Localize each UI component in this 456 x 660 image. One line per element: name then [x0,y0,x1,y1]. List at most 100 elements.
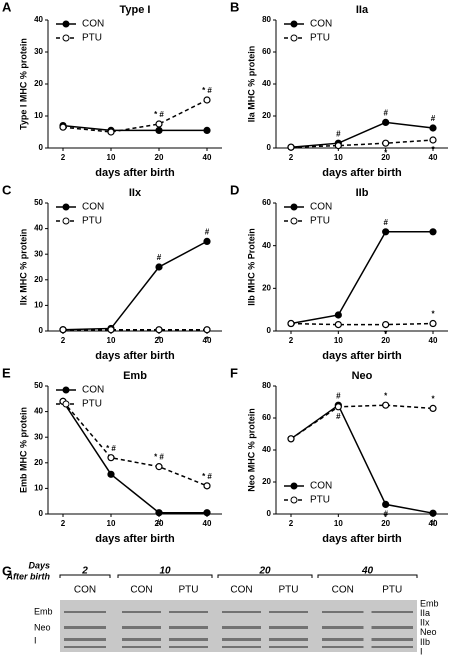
legend-label: CON [82,385,104,396]
gel-right-label: IIb [420,637,430,647]
chart-title: Emb [123,370,147,382]
x-tick-label: 20 [381,336,390,345]
y-axis-label: IIb MHC % Protein [246,228,256,306]
annotation: * # [154,110,164,119]
series-line [62,400,208,487]
data-point [429,319,437,328]
legend-label: CON [82,19,104,30]
gel-band [371,611,413,613]
annotation: # [157,253,162,262]
x-tick-label: 10 [334,336,343,345]
gel-band [222,611,261,613]
data-point [382,321,390,329]
gel-right-label: I [420,646,423,656]
x-tick-label: 20 [155,336,164,345]
y-tick-label: 20 [34,79,43,88]
data-point [107,326,115,334]
gel-lane-label: CON [332,585,354,596]
annotation: # [383,109,388,118]
gel-day: 40 [361,566,374,577]
y-tick-label: 60 [262,198,271,207]
y-axis-label: Neo MHC % protein [246,408,256,492]
y-axis-label: Type I MHC % protein [18,38,28,130]
annotation: # [205,228,210,237]
annotation: * [205,335,209,344]
x-tick-label: 40 [203,153,212,162]
data-point [107,470,115,478]
legend-marker [290,482,298,490]
y-tick-label: 30 [34,432,43,441]
panel-letter: C [2,182,12,197]
gel-band [64,611,106,613]
data-point [429,509,437,517]
annotation: * # [202,86,212,95]
annotation: # [157,518,162,527]
x-axis-label: days after birth [322,167,402,179]
y-tick-label: 20 [262,283,271,292]
y-tick-label: 30 [34,47,43,56]
x-axis-label: days after birth [95,167,175,179]
gel-day: 20 [258,566,271,577]
gel-header: After birth [6,571,51,581]
data-point [334,321,342,329]
y-tick-label: 60 [262,413,271,422]
x-tick-label: 10 [107,153,116,162]
gel-band [322,638,364,641]
y-axis-label: Emb MHC % protein [18,407,28,493]
legend-marker [290,217,298,225]
y-tick-label: 10 [34,111,43,120]
y-tick-label: 0 [39,143,44,152]
gel-band [269,646,308,648]
annotation: # [336,412,341,421]
data-point [155,120,163,128]
y-tick-label: 0 [39,326,44,335]
data-point [107,128,115,136]
x-tick-label: 20 [381,153,390,162]
gel-band [322,646,364,648]
gel-band [322,611,364,613]
y-tick-label: 20 [262,477,271,486]
gel-right-label: IIx [420,618,430,628]
x-tick-label: 40 [203,519,212,528]
panel-letter: B [230,0,239,14]
data-point [334,311,342,319]
data-point [334,142,342,150]
gel-band [269,611,308,613]
x-axis-label: days after birth [322,350,402,362]
panel-letter: A [2,0,12,14]
annotation: * [157,335,161,344]
y-tick-label: 0 [39,509,44,518]
legend-marker [62,400,70,408]
data-point [287,143,295,151]
gel-right-label: IIa [420,608,430,618]
x-tick-label: 10 [107,336,116,345]
y-tick-label: 20 [34,275,43,284]
y-tick-label: 80 [262,381,271,390]
y-tick-label: 80 [262,15,271,24]
x-tick-label: 2 [289,519,294,528]
data-point [203,126,211,134]
gel-right-label: Emb [420,598,439,608]
gel-band [269,626,308,629]
data-point [382,401,390,409]
gel-band [64,646,106,648]
gel-band [222,638,261,641]
gel-lane-label: PTU [279,585,299,596]
y-tick-label: 40 [34,15,43,24]
x-tick-label: 40 [429,153,438,162]
annotation: # [383,510,388,519]
legend-marker [62,217,70,225]
x-tick-label: 20 [381,519,390,528]
annotation: # [336,129,341,138]
x-tick-label: 40 [203,336,212,345]
gel-band [169,611,208,613]
gel-bracket [317,574,418,578]
chart-title: IIa [356,4,369,16]
gel-band [222,646,261,648]
panel-letter: E [2,365,11,380]
y-tick-label: 40 [262,445,271,454]
y-tick-label: 20 [262,111,271,120]
data-point [155,509,163,517]
legend-label: PTU [310,495,330,506]
gel-bracket [59,574,111,578]
